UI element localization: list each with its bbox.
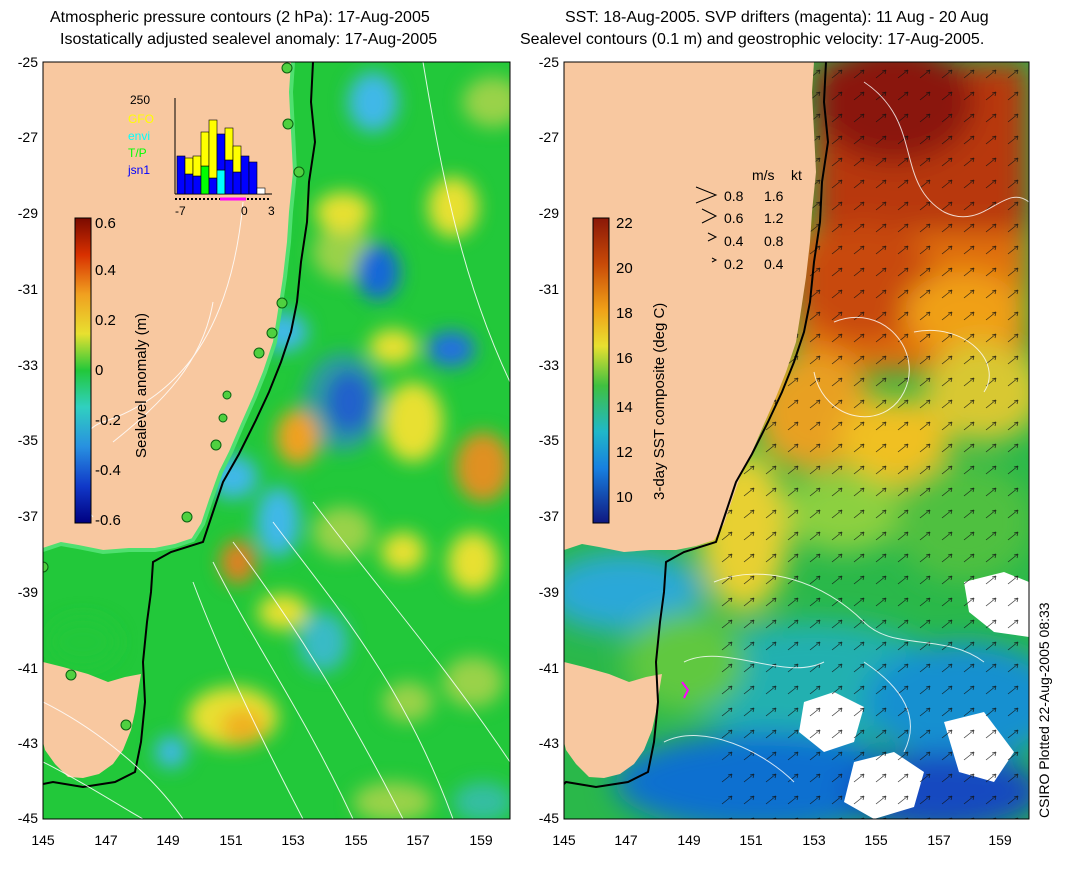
right-colorbar-label: 3-day SST composite (deg C): [651, 302, 668, 500]
right-ytick-1: -27: [538, 129, 559, 145]
right-title-line1: SST: 18-Aug-2005. SVP drifters (magenta)…: [565, 9, 989, 26]
svp-drifter-track: [681, 681, 690, 699]
right-ytick-5: -35: [538, 432, 559, 448]
left-colorbar: [74, 217, 92, 524]
right-xtick-2: 149: [677, 832, 701, 848]
left-ytick-4: -33: [17, 357, 38, 373]
sealevel-anomaly-field: [48, 72, 510, 819]
right-ytick-6: -37: [538, 508, 559, 524]
velocity-legend-ms-2: 0.4: [724, 233, 744, 249]
altimetry-inset-histogram: [174, 98, 272, 201]
left-ytick-8: -41: [17, 660, 38, 676]
velocity-legend-ms-0: 0.8: [724, 188, 744, 204]
right-ytick-9: -43: [538, 735, 559, 751]
right-xtick-0: 145: [552, 832, 576, 848]
right-cb-tick-2: 18: [616, 305, 633, 322]
inset-y-max: 250: [130, 93, 151, 107]
sealevel-contours: [663, 81, 1029, 783]
velocity-legend-header-ms: m/s: [752, 167, 775, 183]
left-cb-tick-4: -0.2: [95, 412, 121, 429]
left-xtick-5: 155: [344, 832, 368, 848]
left-title-line1: Atmospheric pressure contours (2 hPa): 1…: [50, 9, 430, 26]
right-xtick-6: 157: [927, 832, 951, 848]
velocity-legend-kt-2: 0.8: [764, 233, 784, 249]
velocity-legend-arrows: [695, 186, 718, 263]
inset-legend-gfo: GFO: [128, 112, 154, 126]
right-land-tasmania: [564, 662, 662, 778]
left-ytick-7: -39: [17, 584, 38, 600]
right-shelf-contour: [564, 62, 830, 789]
right-ytick-7: -39: [538, 584, 559, 600]
left-cb-tick-0: 0.6: [95, 215, 116, 232]
inset-legend-jsn1: jsn1: [128, 163, 151, 177]
inset-legend-tp: T/P: [128, 146, 147, 160]
left-ytick-6: -37: [17, 508, 38, 524]
left-xtick-7: 159: [469, 832, 493, 848]
velocity-legend-kt-3: 0.4: [764, 256, 784, 272]
right-cb-tick-0: 22: [616, 215, 633, 232]
right-cb-tick-6: 10: [616, 489, 633, 506]
left-xtick-2: 149: [156, 832, 180, 848]
velocity-legend-ms-1: 0.6: [724, 210, 744, 226]
inset-xtick-3: 3: [268, 204, 275, 218]
right-land-mainland: [564, 62, 816, 552]
right-cb-tick-1: 20: [616, 260, 633, 277]
left-ytick-3: -31: [17, 281, 38, 297]
right-xtick-1: 147: [614, 832, 638, 848]
left-cb-tick-3: 0: [95, 362, 104, 379]
altimeter-stations: [43, 62, 305, 731]
velocity-legend-header-kt: kt: [791, 167, 802, 183]
left-ytick-9: -43: [17, 735, 38, 751]
left-shelf-contour: [43, 62, 317, 789]
left-xtick-0: 145: [31, 832, 55, 848]
left-ytick-2: -29: [17, 205, 38, 221]
right-ytick-4: -33: [538, 357, 559, 373]
inset-xtick-1: -7: [175, 204, 186, 218]
left-ytick-1: -27: [17, 129, 38, 145]
velocity-legend-ms-3: 0.2: [724, 256, 744, 272]
left-xtick-3: 151: [219, 832, 243, 848]
right-cb-tick-5: 12: [616, 444, 633, 461]
right-cb-tick-3: 16: [616, 350, 633, 367]
right-xtick-5: 155: [864, 832, 888, 848]
left-xtick-4: 153: [281, 832, 305, 848]
left-cb-tick-1: 0.4: [95, 262, 116, 279]
left-colorbar-label: Sealevel anomaly (m): [133, 312, 150, 458]
inset-legend-envi: envi: [128, 129, 151, 143]
left-title-line2: Isostatically adjusted sealevel anomaly:…: [60, 31, 438, 48]
right-title-line2: Sealevel contours (0.1 m) and geostrophi…: [520, 31, 985, 48]
right-ytick-8: -41: [538, 660, 559, 676]
velocity-legend-kt-0: 1.6: [764, 188, 784, 204]
right-ytick-2: -29: [538, 205, 559, 221]
right-ytick-10: -45: [538, 810, 559, 826]
right-xtick-4: 153: [802, 832, 826, 848]
right-ytick-3: -31: [538, 281, 559, 297]
velocity-legend-kt-1: 1.2: [764, 210, 784, 226]
left-cb-tick-6: -0.6: [95, 512, 121, 529]
left-ytick-5: -35: [17, 432, 38, 448]
left-cb-tick-5: -0.4: [95, 462, 121, 479]
left-xtick-1: 147: [94, 832, 118, 848]
left-xtick-6: 157: [406, 832, 430, 848]
right-xtick-3: 151: [739, 832, 763, 848]
left-ytick-10: -45: [17, 810, 38, 826]
right-colorbar: [592, 217, 610, 524]
left-cb-tick-2: 0.2: [95, 312, 116, 329]
right-map: [563, 61, 1030, 820]
plot-credit: CSIRO Plotted 22-Aug-2005 08:33: [1036, 602, 1052, 818]
right-ytick-0: -25: [538, 54, 559, 70]
right-xtick-7: 159: [988, 832, 1012, 848]
inset-xtick-2: 0: [241, 204, 248, 218]
right-cb-tick-4: 14: [616, 399, 633, 416]
left-ytick-0: -25: [17, 54, 38, 70]
